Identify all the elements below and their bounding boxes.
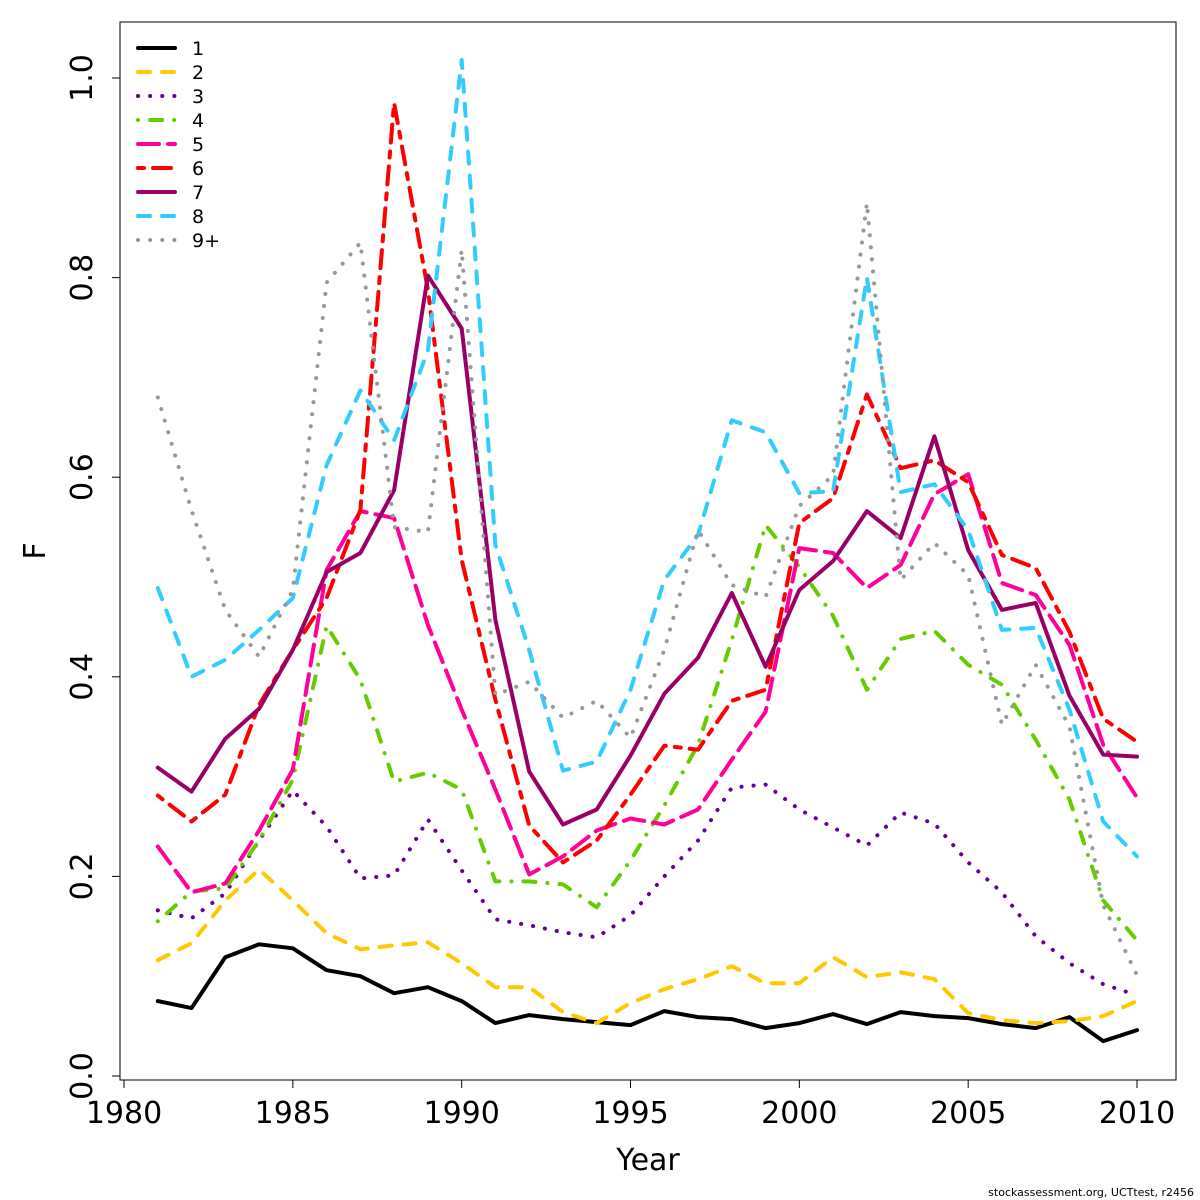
x-axis-title: Year: [615, 1143, 680, 1178]
legend-label: 3: [192, 86, 204, 108]
series-lines: [155, 58, 1139, 1044]
y-tick-label: 0.8: [65, 254, 100, 302]
y-axis-title: F: [18, 542, 53, 559]
y-tick-label: 0.4: [65, 653, 100, 701]
x-tick-label: 1990: [423, 1096, 499, 1131]
x-tick-label: 1985: [255, 1096, 331, 1131]
legend-label: 2: [192, 62, 204, 84]
legend-label: 4: [192, 110, 204, 132]
series-line-8: [155, 58, 1139, 859]
legend-label: 5: [192, 134, 204, 156]
x-tick-label: 1980: [86, 1096, 162, 1131]
series-line-1: [155, 942, 1139, 1044]
x-tick-label: 2000: [761, 1096, 837, 1131]
x-tick-label: 1995: [592, 1096, 668, 1131]
legend-label: 6: [192, 158, 204, 180]
series-line-5: [155, 472, 1139, 895]
y-tick-label: 1.0: [65, 54, 100, 102]
series-line-7: [155, 273, 1139, 827]
footer-credit: stockassessment.org, UCTtest, r2456: [988, 1186, 1194, 1199]
x-tick-label: 2005: [930, 1096, 1006, 1131]
legend-label: 7: [192, 182, 204, 204]
series-line-2: [155, 867, 1139, 1026]
y-tick-label: 0.0: [65, 1052, 100, 1100]
legend-label: 9+: [192, 230, 220, 252]
legend-label: 1: [192, 38, 204, 60]
plot-frame: [119, 21, 1177, 1081]
series-line-6: [155, 101, 1139, 865]
legend-label: 8: [192, 206, 204, 228]
series-line-3: [155, 782, 1139, 998]
series-line-4: [155, 523, 1139, 943]
y-tick-label: 0.6: [65, 453, 100, 501]
x-tick-label: 2010: [1099, 1096, 1175, 1131]
y-tick-label: 0.2: [65, 853, 100, 901]
x-axis: 1980 1985 1990 1995 2000 2005 2010: [86, 1079, 1175, 1131]
y-axis: 0.0 0.2 0.4 0.6 0.8 1.0: [65, 54, 121, 1100]
